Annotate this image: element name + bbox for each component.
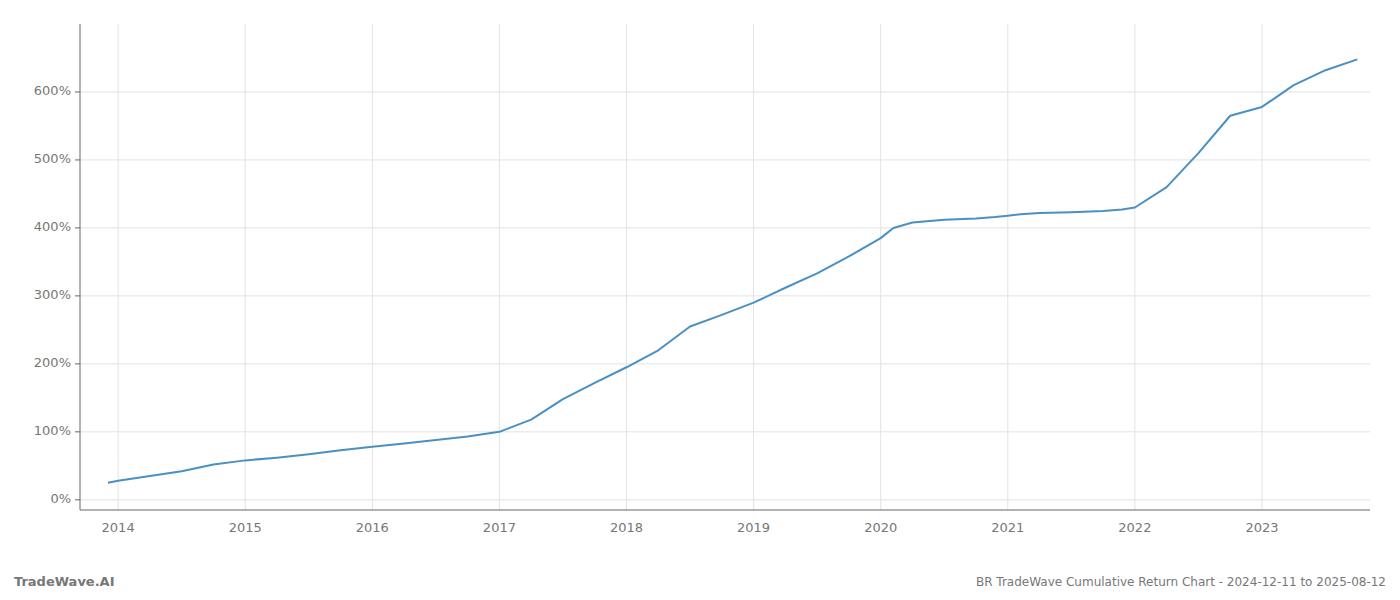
x-tick-label: 2022: [1118, 520, 1151, 535]
y-tick-label: 0%: [50, 491, 71, 506]
plot-area: [108, 59, 1357, 482]
y-grid-line: [80, 499, 1370, 500]
x-tick-label: 2014: [102, 520, 135, 535]
y-tick-label: 100%: [34, 423, 71, 438]
x-grid-line: [753, 24, 754, 510]
x-grid-line: [1007, 24, 1008, 510]
y-grid-line: [80, 227, 1370, 228]
x-tick-label: 2021: [991, 520, 1024, 535]
y-tick-label: 500%: [34, 151, 71, 166]
y-tick-label: 600%: [34, 83, 71, 98]
x-tick-label: 2016: [356, 520, 389, 535]
y-tick: [75, 499, 80, 500]
x-tick-label: 2020: [864, 520, 897, 535]
chart: 0% 100% 200% 300% 400% 500% 600% 2014 2015 2016 20…: [0, 0, 1400, 600]
y-tick: [75, 91, 80, 92]
x-grid-line: [372, 24, 373, 510]
y-tick-label: 300%: [34, 287, 71, 302]
y-axis-line: [80, 24, 81, 510]
y-tick: [75, 295, 80, 296]
y-tick: [75, 159, 80, 160]
x-tick-label: 2015: [229, 520, 262, 535]
grid: [80, 24, 1370, 510]
x-grid-line: [118, 24, 119, 510]
y-grid-line: [80, 295, 1370, 296]
x-grid-line: [1134, 24, 1135, 510]
y-tick: [75, 431, 80, 432]
y-grid-line: [80, 91, 1370, 92]
x-grid-line: [1261, 24, 1262, 510]
y-grid-line: [80, 159, 1370, 160]
title: BR TradeWave Cumulative Return Chart - 2…: [976, 575, 1386, 589]
y-tick-label: 200%: [34, 355, 71, 370]
y-tick: [75, 363, 80, 364]
x-tick-label: 2019: [737, 520, 770, 535]
y-tick-label: 400%: [34, 219, 71, 234]
x-tick-label: 2018: [610, 520, 643, 535]
x-grid-line: [499, 24, 500, 510]
y-grid-line: [80, 431, 1370, 432]
x-grid-line: [626, 24, 627, 510]
y-tick: [75, 227, 80, 228]
axes: 0% 100% 200% 300% 400% 500% 600% 2014 2015 2016 20…: [34, 24, 1370, 535]
x-grid-line: [880, 24, 881, 510]
x-grid-line: [245, 24, 246, 510]
return-line: [108, 59, 1357, 482]
x-tick-label: 2017: [483, 520, 516, 535]
y-grid-line: [80, 363, 1370, 364]
x-axis-line: [80, 510, 1370, 511]
watermark: TradeWave.AI: [14, 574, 115, 589]
x-tick-label: 2023: [1245, 520, 1278, 535]
